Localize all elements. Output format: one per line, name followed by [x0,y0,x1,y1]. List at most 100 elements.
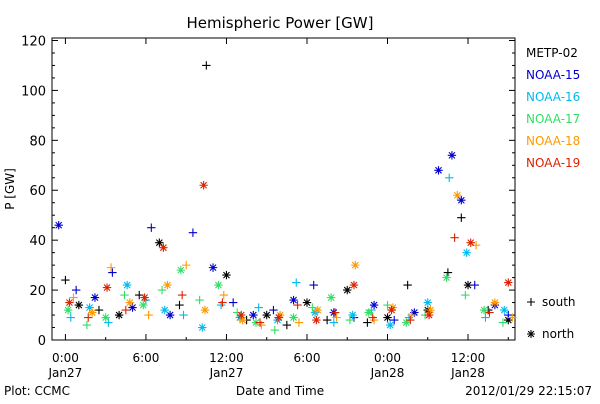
legend-entry-noaa-18: NOAA-18 [526,134,580,148]
data-point-noaa-19-north [424,310,434,320]
data-point-noaa-17-north [176,265,186,275]
data-point-metp-02-south [175,300,184,310]
data-point-noaa-19-south [218,298,227,307]
data-point-noaa-18-north [238,315,247,325]
data-point-noaa-16-north [385,320,395,330]
data-point-noaa-19-north [349,280,359,290]
data-point-metp-02-south [61,275,70,285]
x-tick-time: 0:00 [374,351,401,365]
data-point-noaa-19-north [504,278,513,287]
data-point-noaa-19-north [199,181,208,190]
y-tick-label: 40 [29,234,46,249]
plot-credit: Plot: CCMC [4,384,70,398]
data-point-noaa-17-south [461,290,470,300]
data-point-noaa-15-north [434,166,443,175]
data-point-noaa-17-north [101,313,110,322]
plot-timestamp: 2012/01/29 22:15:07 [465,384,592,398]
data-point-noaa-18-south [332,313,341,322]
data-point-noaa-16-north [500,305,509,315]
data-point-metp-02-north [302,298,312,307]
data-point-noaa-16-north [85,303,94,312]
data-point-noaa-18-north [125,298,135,307]
data-point-noaa-16-north [348,310,357,320]
data-point-noaa-15-north [447,151,457,160]
data-point-noaa-19-north [312,315,321,325]
legend-marker-north-icon [527,330,535,338]
data-point-noaa-18-north [426,305,435,315]
data-point-noaa-15-south [228,298,238,307]
y-axis-label: P [GW] [3,168,17,210]
x-tick-date: Jan27 [209,366,244,380]
data-point-metp-02-south [202,61,211,70]
data-point-noaa-19-north [140,293,149,302]
data-point-noaa-15-south [470,280,479,290]
data-point-metp-02-south [363,318,372,327]
data-point-noaa-19-north [102,283,112,292]
data-point-noaa-16-south [179,310,188,320]
x-tick-date: Jan27 [48,366,83,380]
data-point-noaa-16-north [160,305,169,315]
data-point-noaa-19-south [368,313,377,322]
data-point-noaa-17-south [157,285,167,295]
legend-entry-noaa-17: NOAA-17 [526,112,580,126]
data-point-noaa-15-north [289,295,298,305]
data-point-metp-02-north [262,310,271,320]
data-point-noaa-18-north [88,308,97,317]
data-point-noaa-18-south [106,263,116,272]
x-tick-date: Jan28 [450,366,485,380]
data-point-noaa-15-north [128,303,137,312]
data-point-noaa-19-south [177,290,187,300]
data-point-noaa-19-north [387,305,396,315]
data-point-noaa-19-south [255,318,265,327]
data-point-noaa-19-south [84,313,93,322]
x-tick-time: 6:00 [294,351,321,365]
y-tick-label: 20 [29,284,46,299]
data-point-noaa-19-south [293,300,302,310]
data-point-noaa-19-south [450,233,459,242]
data-point-noaa-19-south [485,308,494,317]
data-point-noaa-18-south [219,290,228,300]
data-point-noaa-18-north [490,298,500,307]
x-tick-time: 6:00 [132,351,159,365]
chart-title: Hemispheric Power [GW] [187,14,374,32]
data-point-noaa-17-south [498,318,508,327]
y-tick-label: 120 [21,34,46,49]
data-point-noaa-18-north [453,191,462,200]
data-point-noaa-18-south [294,318,304,327]
data-point-metp-02-north [155,238,164,247]
data-point-noaa-19-north [159,243,168,252]
data-point-noaa-17-north [139,300,148,310]
data-point-noaa-17-north [63,305,73,315]
data-point-noaa-18-south [182,260,191,270]
data-point-metp-02-north [383,313,392,322]
data-point-noaa-18-north [388,303,398,312]
data-point-noaa-15-south [147,223,156,232]
data-point-noaa-15-north [54,220,63,230]
data-point-noaa-18-south [407,310,416,320]
x-tick-time: 0:00 [52,351,79,365]
data-points [54,61,517,335]
data-point-noaa-17-north [326,293,336,302]
x-tick-time: 12:00 [209,351,244,365]
legend-marker-south-icon [527,298,535,306]
data-point-metp-02-south [403,280,412,290]
data-point-noaa-15-south [188,228,198,237]
data-point-noaa-18-north [200,305,210,315]
legend-entry-metp-02: METP-02 [526,46,578,60]
data-point-noaa-16-north [423,298,432,307]
data-point-noaa-19-south [330,308,340,317]
data-point-metp-02-south [322,315,332,325]
data-point-noaa-18-north [275,310,285,320]
data-point-noaa-18-north [163,280,172,290]
data-point-noaa-15-north [165,310,175,320]
data-point-noaa-17-north [442,273,451,282]
legend-entry-noaa-19: NOAA-19 [526,156,580,170]
data-point-noaa-17-south [120,290,129,300]
data-point-noaa-19-north [466,238,475,247]
y-tick-label: 0 [38,334,46,349]
data-point-noaa-15-south [108,268,117,277]
data-point-metp-02-north [343,285,352,295]
data-point-noaa-15-north [208,263,218,272]
